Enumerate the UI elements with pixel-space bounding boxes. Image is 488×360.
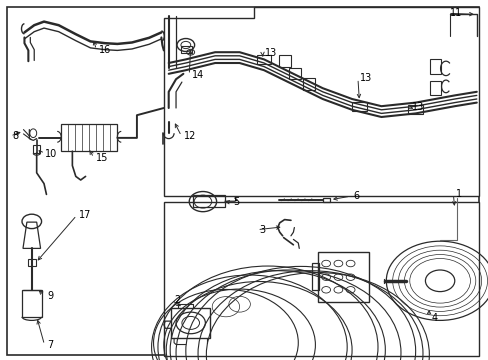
Polygon shape <box>163 7 478 196</box>
Text: 13: 13 <box>264 48 277 58</box>
Bar <box>429 81 440 95</box>
Text: 10: 10 <box>44 149 57 159</box>
Text: 12: 12 <box>183 131 196 141</box>
Text: 4: 4 <box>430 312 437 323</box>
Text: 17: 17 <box>79 210 91 220</box>
Bar <box>429 59 440 74</box>
Text: 16: 16 <box>99 45 111 55</box>
Bar <box>171 308 210 338</box>
Bar <box>163 202 478 356</box>
Text: 2: 2 <box>174 295 180 305</box>
Bar <box>181 46 191 53</box>
Text: 14: 14 <box>191 70 203 80</box>
Bar <box>288 68 300 79</box>
Text: 11: 11 <box>449 8 462 18</box>
Text: 15: 15 <box>96 153 108 163</box>
Bar <box>317 252 368 302</box>
Bar <box>28 259 36 266</box>
Text: 8: 8 <box>13 131 19 141</box>
Text: 3: 3 <box>259 225 265 235</box>
Bar <box>256 55 271 64</box>
Bar <box>33 145 40 153</box>
Bar <box>303 78 315 90</box>
Bar <box>278 55 290 67</box>
Text: 5: 5 <box>232 197 239 207</box>
Bar <box>193 195 224 207</box>
Bar <box>351 102 366 111</box>
Bar <box>311 263 319 290</box>
Text: 13: 13 <box>411 102 423 112</box>
Text: 13: 13 <box>360 73 372 84</box>
Text: 6: 6 <box>352 191 359 201</box>
Bar <box>61 124 117 151</box>
Text: 9: 9 <box>47 291 53 301</box>
Bar <box>22 290 41 317</box>
Text: 1: 1 <box>455 189 461 199</box>
Text: 7: 7 <box>47 340 53 350</box>
Bar <box>407 105 422 114</box>
Bar <box>322 198 329 202</box>
